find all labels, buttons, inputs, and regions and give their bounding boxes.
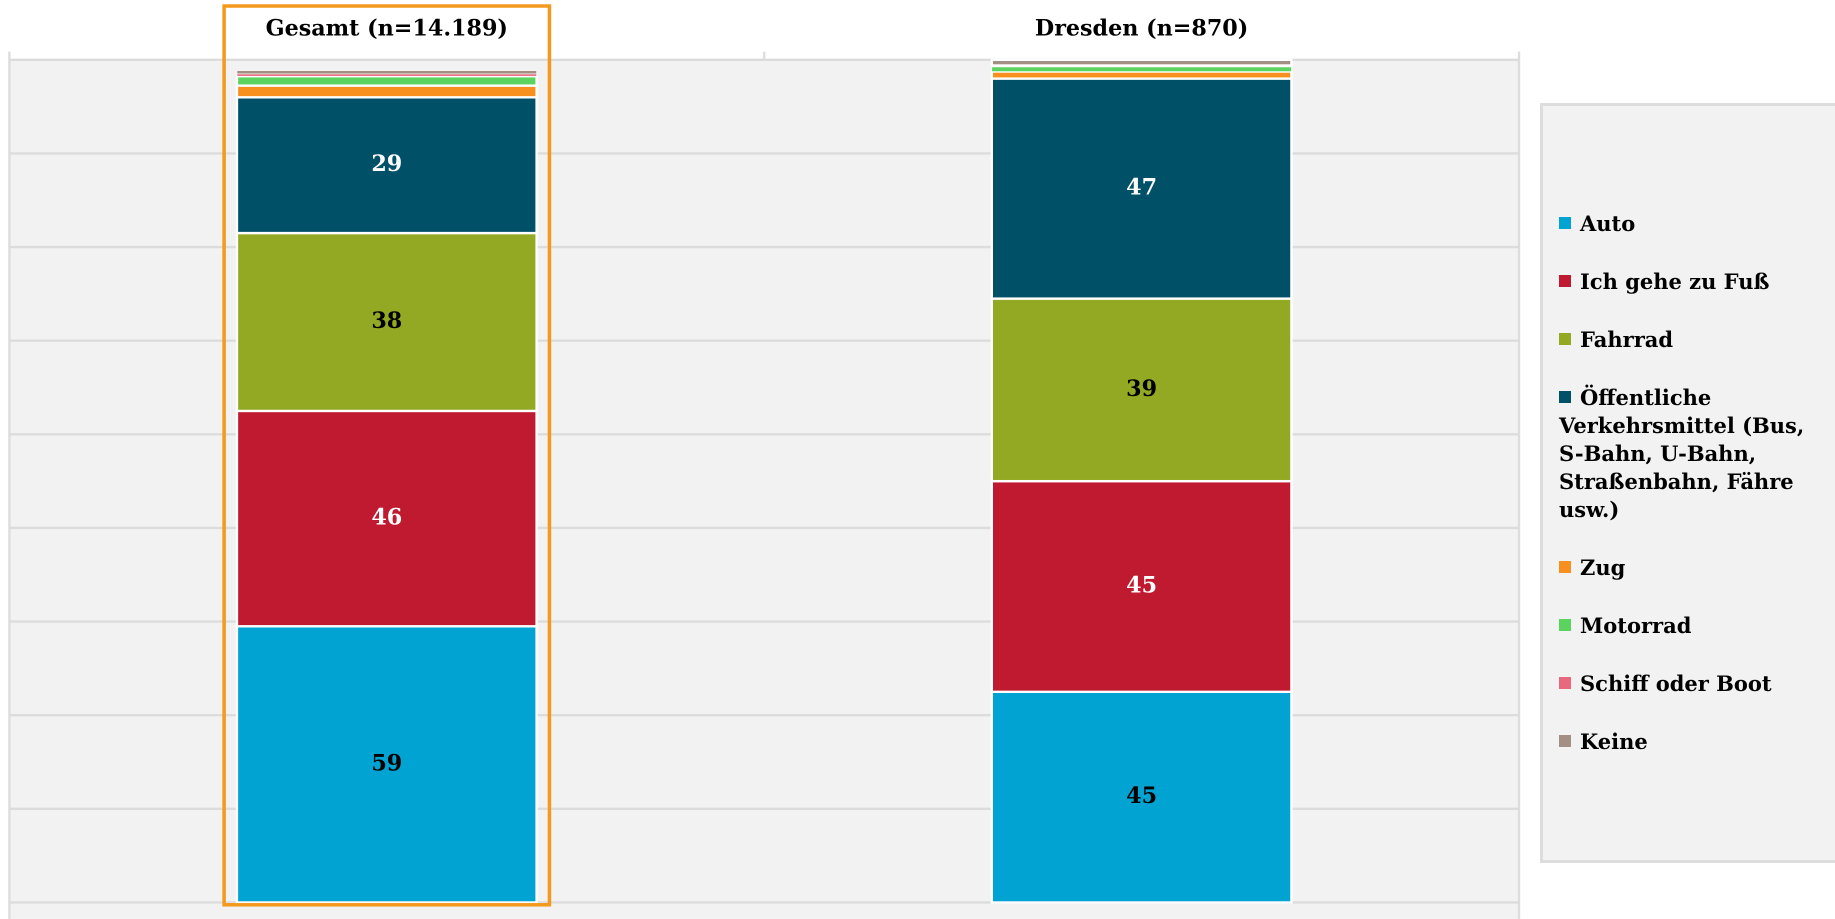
bar-segment: [991, 66, 1292, 72]
legend-swatch: [1559, 275, 1571, 287]
legend-label: Fahrrad: [1580, 327, 1674, 352]
bar-segment: [990, 479, 1293, 693]
legend-label: Schiff oder Boot: [1580, 671, 1772, 696]
bar-segment: [235, 84, 538, 99]
legend-label: Ich gehe zu Fuß: [1580, 269, 1770, 294]
legend-swatch: [1559, 217, 1571, 229]
legend-item: Ich gehe zu Fuß: [1559, 268, 1827, 296]
bar-segment: [990, 690, 1293, 904]
data-label: 47: [1126, 175, 1157, 201]
legend-swatch: [1559, 391, 1571, 403]
data-label: 45: [1126, 572, 1157, 598]
legend-label: Keine: [1580, 729, 1648, 754]
bar-segment: [990, 77, 1293, 300]
category-label: Dresden (n=870): [1035, 15, 1248, 41]
legend-label: Auto: [1580, 211, 1636, 236]
bar-segment: [235, 75, 538, 87]
data-label: 59: [371, 750, 402, 776]
legend: Auto Ich gehe zu Fuß Fahrrad Öffentliche Ve…: [1540, 103, 1835, 863]
data-label: 46: [371, 505, 402, 531]
legend-swatch: [1559, 333, 1571, 345]
legend-swatch: [1559, 619, 1571, 631]
legend-swatch: [1559, 677, 1571, 689]
bar-segment: [990, 70, 1293, 80]
legend-label: Motorrad: [1580, 613, 1692, 638]
selection-highlight: [222, 4, 552, 907]
bar-segment: [235, 409, 538, 628]
legend-item: Öffentliche Verkehrsmittel (Bus, S-Bahn,…: [1559, 384, 1827, 524]
legend-item: Keine: [1559, 728, 1827, 756]
legend-item: Zug: [1559, 554, 1827, 582]
bar-segment: [990, 58, 1293, 67]
legend-item: Schiff oder Boot: [1559, 670, 1827, 698]
data-label: 45: [1126, 783, 1157, 809]
legend-item: Fahrrad: [1559, 326, 1827, 354]
category-label: Gesamt (n=14.189): [266, 15, 508, 41]
bar-segment: [236, 70, 537, 75]
data-label: 29: [371, 151, 402, 177]
legend-label: Zug: [1580, 555, 1626, 580]
data-label: 38: [371, 308, 402, 334]
legend-label: Öffentliche Verkehrsmittel (Bus, S-Bahn,…: [1559, 385, 1805, 522]
legend-item: Auto: [1559, 210, 1827, 238]
legend-item: Motorrad: [1559, 612, 1827, 640]
bar-segment: [990, 297, 1293, 483]
legend-swatch: [1559, 561, 1571, 573]
bar-segment: [236, 73, 537, 77]
bar-segment: [235, 231, 538, 413]
legend-swatch: [1559, 735, 1571, 747]
data-label: 39: [1126, 376, 1157, 402]
